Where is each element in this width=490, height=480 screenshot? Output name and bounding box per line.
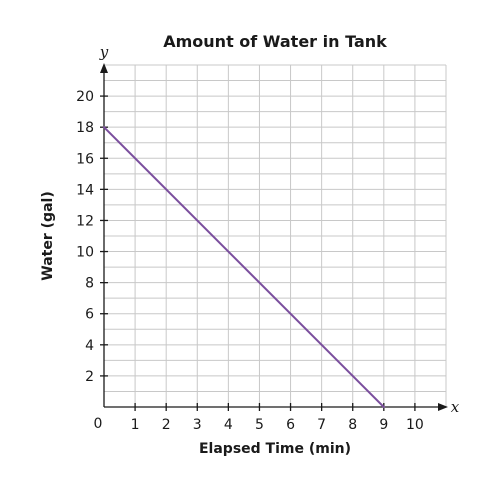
y-axis-arrow — [100, 63, 108, 73]
y-tick-label-4: 4 — [85, 338, 94, 354]
x-axis-variable: x — [451, 398, 460, 416]
origin-label: 0 — [94, 416, 103, 432]
x-tick-label-3: 3 — [193, 417, 202, 433]
y-tick-label-6: 6 — [85, 307, 94, 323]
x-axis-arrow — [438, 403, 448, 411]
y-tick-label-12: 12 — [76, 213, 94, 229]
x-tick-label-5: 5 — [255, 417, 264, 433]
series-line-0 — [103, 126, 385, 408]
grid — [104, 64, 447, 407]
y-tick-label-10: 10 — [76, 245, 94, 261]
axes — [100, 63, 448, 411]
y-axis-variable: y — [99, 43, 109, 61]
x-tick-label-4: 4 — [224, 417, 233, 433]
y-tick-label-8: 8 — [85, 276, 94, 292]
y-tick-label-18: 18 — [76, 120, 94, 136]
chart-title: Amount of Water in Tank — [163, 32, 387, 51]
x-tick-label-8: 8 — [348, 417, 357, 433]
x-tick-label-10: 10 — [406, 417, 424, 433]
y-tick-label-14: 14 — [76, 182, 94, 198]
y-tick-label-20: 20 — [76, 89, 94, 105]
x-tick-label-6: 6 — [286, 417, 295, 433]
y-axis-label: Water (gal) — [40, 191, 56, 280]
x-axis-label: Elapsed Time (min) — [199, 441, 351, 457]
x-tick-label-1: 1 — [131, 417, 140, 433]
x-tick-label-9: 9 — [379, 417, 388, 433]
x-tick-label-2: 2 — [162, 417, 171, 433]
y-tick-label-2: 2 — [85, 369, 94, 385]
x-tick-label-7: 7 — [317, 417, 326, 433]
series-group — [103, 126, 385, 408]
y-tick-label-16: 16 — [76, 151, 94, 167]
